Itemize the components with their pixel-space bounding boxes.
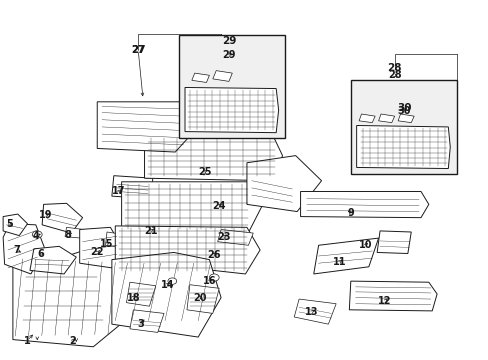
Polygon shape xyxy=(30,246,76,274)
Polygon shape xyxy=(3,214,27,235)
Text: 3: 3 xyxy=(138,319,144,329)
Polygon shape xyxy=(378,114,394,123)
Text: 4: 4 xyxy=(33,231,40,240)
Text: 15: 15 xyxy=(100,239,114,249)
Text: 17: 17 xyxy=(112,186,125,197)
Polygon shape xyxy=(217,229,253,245)
Polygon shape xyxy=(105,232,123,247)
Text: 8: 8 xyxy=(64,230,71,239)
Polygon shape xyxy=(3,224,44,274)
Text: 25: 25 xyxy=(197,167,211,177)
Text: 12: 12 xyxy=(377,296,391,306)
Polygon shape xyxy=(130,310,163,332)
Text: 22: 22 xyxy=(90,247,104,257)
Text: 21: 21 xyxy=(144,226,157,236)
Polygon shape xyxy=(212,71,232,81)
Polygon shape xyxy=(112,252,221,337)
Text: 16: 16 xyxy=(202,276,216,286)
Text: 11: 11 xyxy=(332,257,346,267)
Polygon shape xyxy=(184,87,278,133)
Text: 30: 30 xyxy=(396,103,411,113)
Text: 28: 28 xyxy=(386,63,401,73)
Text: 19: 19 xyxy=(39,210,52,220)
Polygon shape xyxy=(294,299,335,324)
Text: 1: 1 xyxy=(24,336,31,346)
Text: 24: 24 xyxy=(212,201,225,211)
Polygon shape xyxy=(246,156,321,212)
Polygon shape xyxy=(112,176,153,199)
Text: 20: 20 xyxy=(192,293,206,303)
Polygon shape xyxy=(397,114,413,123)
Polygon shape xyxy=(122,182,261,235)
Polygon shape xyxy=(65,227,83,238)
Text: 13: 13 xyxy=(305,307,318,317)
Polygon shape xyxy=(376,231,410,253)
Bar xyxy=(178,36,285,138)
Polygon shape xyxy=(115,226,260,274)
Polygon shape xyxy=(80,227,122,268)
Polygon shape xyxy=(126,282,156,306)
Polygon shape xyxy=(144,135,282,181)
Polygon shape xyxy=(348,281,436,311)
Text: 14: 14 xyxy=(161,280,174,290)
Polygon shape xyxy=(13,248,125,347)
Text: 29: 29 xyxy=(222,50,235,60)
Circle shape xyxy=(209,274,219,281)
Text: 18: 18 xyxy=(126,293,140,303)
Text: 2: 2 xyxy=(69,336,76,346)
Text: 23: 23 xyxy=(217,232,230,242)
Text: 28: 28 xyxy=(387,70,401,80)
Text: 6: 6 xyxy=(37,248,44,258)
Polygon shape xyxy=(356,126,449,168)
Circle shape xyxy=(32,231,42,238)
Text: 5: 5 xyxy=(6,219,13,229)
Polygon shape xyxy=(313,238,378,274)
Polygon shape xyxy=(358,114,374,123)
Circle shape xyxy=(167,278,176,284)
Text: 27: 27 xyxy=(131,45,145,55)
Text: 9: 9 xyxy=(346,208,353,218)
Polygon shape xyxy=(300,192,428,218)
Text: 27: 27 xyxy=(131,45,144,55)
Bar xyxy=(350,80,456,174)
Text: 29: 29 xyxy=(221,36,236,46)
Polygon shape xyxy=(191,73,209,82)
Text: 26: 26 xyxy=(207,249,221,260)
Polygon shape xyxy=(97,102,198,152)
Text: 10: 10 xyxy=(358,240,371,250)
Text: 7: 7 xyxy=(13,245,20,255)
Polygon shape xyxy=(42,203,82,233)
Text: 30: 30 xyxy=(397,106,410,116)
Polygon shape xyxy=(186,285,219,314)
